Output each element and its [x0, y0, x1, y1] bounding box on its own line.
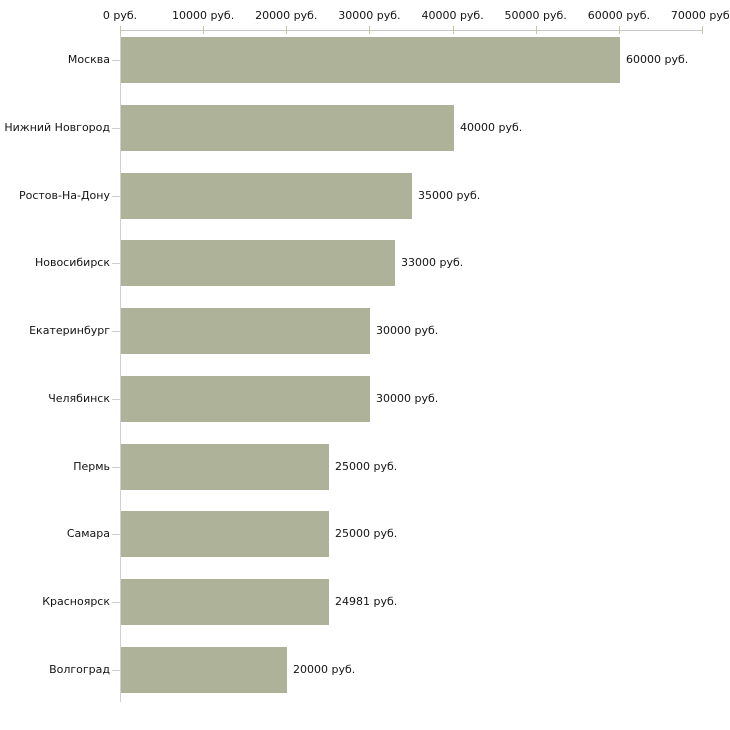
- bar-6: [121, 443, 329, 490]
- x-axis-tick-mark: [286, 26, 288, 34]
- x-axis-tick-mark: [369, 26, 371, 34]
- value-label: 35000 руб.: [418, 188, 481, 202]
- bar-0: [121, 37, 620, 83]
- value-label: 25000 руб.: [335, 459, 398, 473]
- category-label: Волгоград: [49, 662, 110, 676]
- category-label: Москва: [67, 53, 110, 66]
- value-label: 30000 руб.: [376, 324, 439, 338]
- bar-8: [121, 579, 329, 626]
- x-axis-tick-mark: [452, 26, 454, 34]
- x-axis-tick-mark: [535, 26, 537, 34]
- category-label: Челябинск: [48, 391, 110, 405]
- bar-1: [121, 104, 454, 151]
- value-label: 20000 руб.: [293, 662, 356, 676]
- y-axis-line: [120, 30, 121, 702]
- value-label: 60000 руб.: [626, 53, 689, 66]
- x-axis-tick-mark: [618, 26, 620, 34]
- x-axis-tick-mark: [203, 26, 205, 34]
- category-label: Нижний Новгород: [4, 120, 110, 134]
- x-axis-tick-label: 10000 руб.: [171, 9, 235, 22]
- x-axis-line: [120, 30, 702, 31]
- x-axis-tick-label: 40000 руб.: [421, 9, 484, 22]
- x-axis-tick-label: 0 руб.: [102, 9, 138, 22]
- bar-3: [121, 240, 395, 287]
- bar-7: [121, 511, 329, 558]
- value-label: 24981 руб.: [335, 595, 398, 609]
- category-tick-dash: [112, 263, 120, 265]
- bar-5: [121, 375, 370, 422]
- category-tick-dash: [112, 669, 120, 671]
- x-axis-tick-label: 30000 руб.: [338, 9, 401, 22]
- category-tick-dash: [112, 602, 120, 604]
- value-label: 33000 руб.: [401, 256, 464, 270]
- category-label: Красноярск: [42, 595, 110, 609]
- x-axis-tick-label: 20000 руб.: [255, 9, 318, 22]
- bar-2: [121, 172, 412, 219]
- value-label: 40000 руб.: [460, 120, 523, 134]
- x-axis-tick-label: 50000 руб.: [504, 9, 567, 22]
- category-tick-dash: [112, 534, 120, 536]
- x-axis-tick-mark: [120, 26, 121, 34]
- bar-9: [121, 646, 287, 693]
- category-label: Екатеринбург: [29, 324, 110, 338]
- x-axis-tick-mark: [702, 26, 703, 34]
- value-label: 30000 руб.: [376, 391, 439, 405]
- category-tick-dash: [112, 127, 120, 129]
- category-tick-dash: [112, 60, 120, 61]
- category-label: Новосибирск: [34, 256, 110, 270]
- category-label: Самара: [66, 527, 110, 541]
- category-label: Пермь: [73, 459, 110, 473]
- x-axis-tick-label: 60000 руб.: [587, 9, 651, 22]
- category-tick-dash: [112, 331, 120, 333]
- category-tick-dash: [112, 398, 120, 400]
- bar-4: [121, 308, 370, 355]
- x-axis-tick-label: 70000 руб.: [670, 9, 730, 22]
- category-tick-dash: [112, 195, 120, 197]
- value-label: 25000 руб.: [335, 527, 398, 541]
- category-label: Ростов-На-Дону: [18, 188, 110, 202]
- category-tick-dash: [112, 466, 120, 468]
